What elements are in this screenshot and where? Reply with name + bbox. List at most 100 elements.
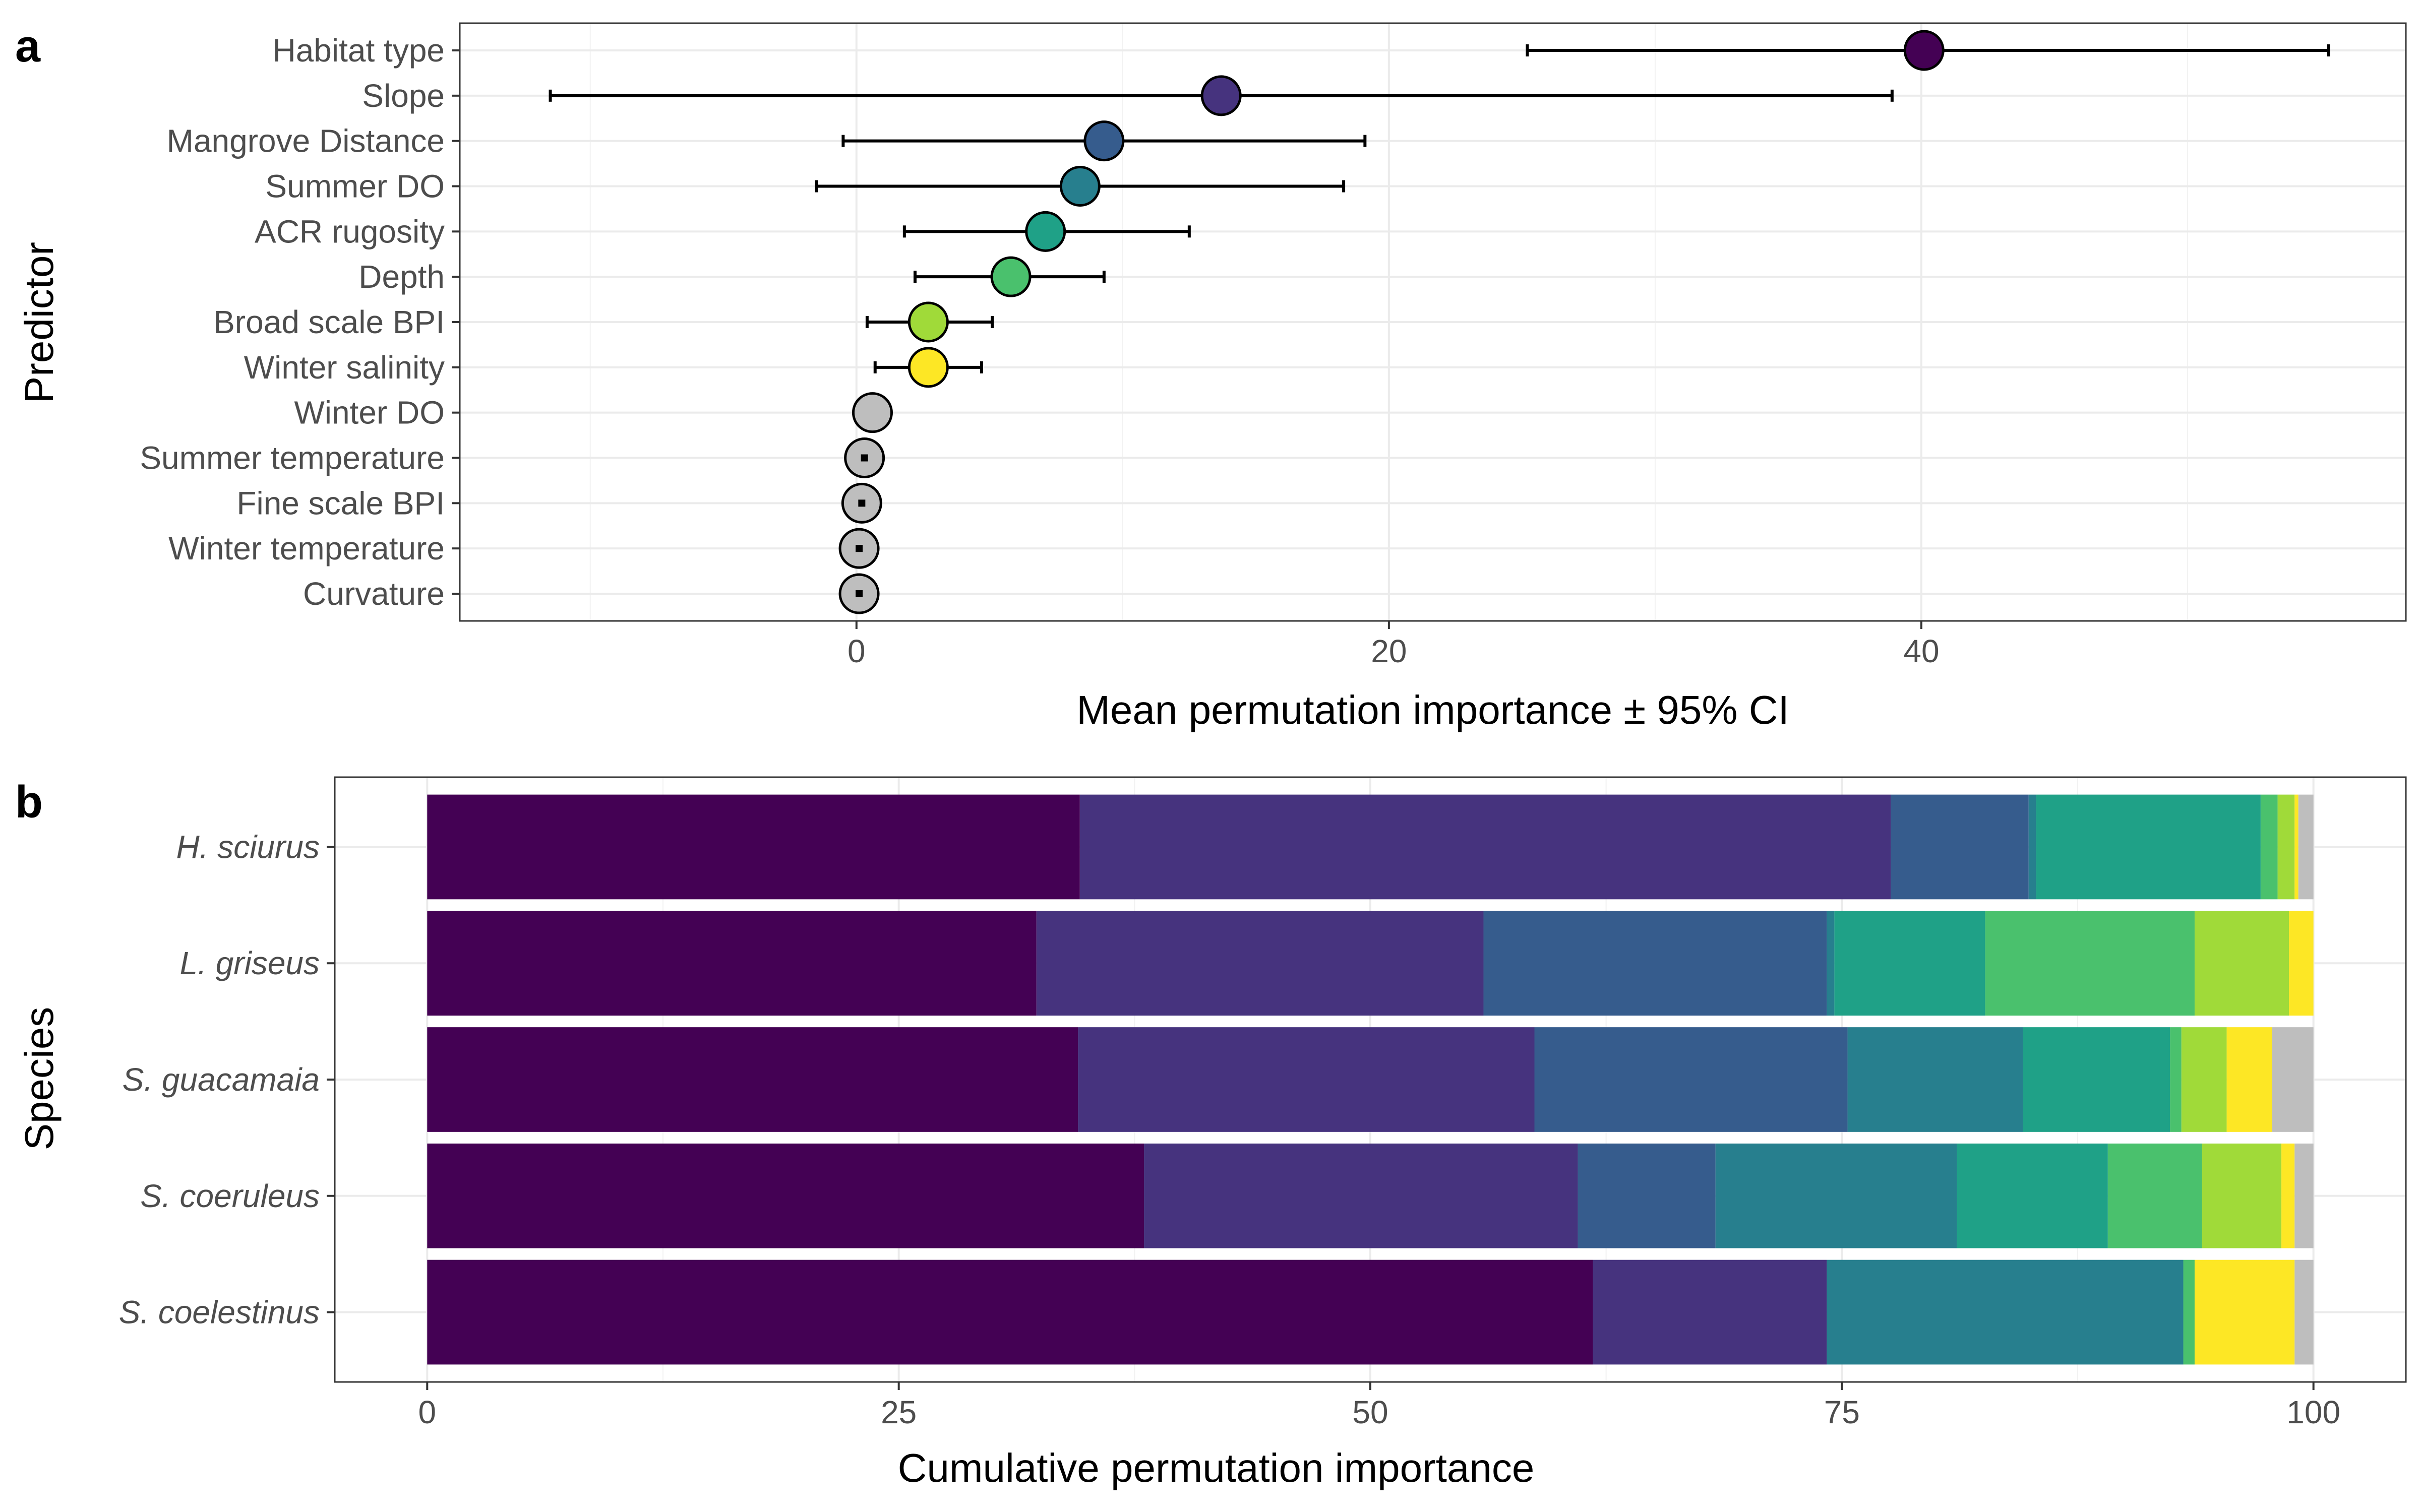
ci-inner-mark: [861, 454, 868, 462]
bar-segment-9: [2294, 1143, 2314, 1248]
bar-segment-9: [2298, 794, 2314, 900]
point-marker: [1200, 75, 1242, 116]
point-habitat-type: [1526, 30, 2330, 71]
bar-segment-7: [2277, 794, 2295, 900]
panel-b-x-axis-title: Cumulative permutation importance: [898, 1445, 1535, 1490]
point-marker: [908, 347, 949, 388]
point-mangrove-distance: [841, 120, 1367, 162]
point-slope: [549, 75, 1894, 116]
bar-segment-4: [2028, 794, 2036, 900]
bar-segment-4: [1715, 1143, 1957, 1248]
bar-segment-7: [2202, 1143, 2282, 1248]
bar-segment-3: [1578, 1143, 1716, 1248]
bar-segment-3: [1483, 911, 1827, 1016]
panel-b-x-tick-label: 100: [2286, 1394, 2340, 1430]
label-s-coelestinus: S. coelestinus: [119, 1294, 320, 1331]
panel-b-y-axis-title: Species: [17, 1007, 62, 1151]
panel-b-letter: b: [15, 777, 43, 828]
panel-a-y-axis-title: Predictor: [17, 242, 62, 403]
point-marker: [990, 256, 1032, 297]
bar-segment-9: [2294, 1259, 2314, 1365]
bar-segment-1: [427, 911, 1037, 1016]
bar-segment-5: [1957, 1143, 2108, 1248]
point-summer-do: [815, 166, 1346, 207]
label-h-sciurus: H. sciurus: [176, 829, 320, 865]
panel-b-x-tick-label: 25: [881, 1394, 917, 1430]
label-habitat-type: Habitat type: [272, 32, 445, 69]
label-winter-temperature: Winter temperature: [168, 530, 445, 566]
point-winter-salinity: [873, 347, 983, 388]
label-winter-salinity: Winter salinity: [244, 349, 445, 386]
bar-segment-7: [2181, 1027, 2227, 1132]
bar-segment-1: [427, 1027, 1078, 1132]
bar-segment-5: [2023, 1027, 2170, 1132]
bar-segment-4: [1827, 911, 1835, 1016]
panel-b-x-tick-label: 0: [418, 1394, 437, 1430]
bar-segment-8: [2294, 794, 2298, 900]
bar-segment-7: [2194, 911, 2289, 1016]
panel-a-x-ticks: 0 20 40: [848, 621, 1940, 669]
bar-segment-8: [2194, 1259, 2295, 1365]
point-marker: [1059, 166, 1101, 207]
point-marker: [1025, 211, 1066, 252]
panel-b: b H. sciurus L. griseus S. guacamaia S. coe…: [15, 776, 2407, 1490]
panel-a: a Habitat type Slope Mangrove Distance Summ…: [15, 21, 2407, 732]
bar-s-coelestinus: [427, 1259, 2314, 1365]
panel-b-x-ticks: 0 25 50 75 100: [418, 1382, 2340, 1430]
panel-a-marks: [549, 30, 2330, 614]
panel-b-x-tick-label: 75: [1824, 1394, 1860, 1430]
label-s-coeruleus: S. coeruleus: [140, 1178, 320, 1214]
label-broad-scale-bpi: Broad scale BPI: [213, 304, 445, 340]
point-winter-do: [852, 392, 893, 433]
panel-a-x-tick-label: 40: [1903, 633, 1939, 669]
point-fine-scale-bpi: [841, 482, 882, 524]
point-acr-rugosity: [902, 211, 1191, 252]
panel-a-x-tick-label: 0: [848, 633, 866, 669]
bar-segment-8: [2281, 1143, 2295, 1248]
ci-inner-mark: [856, 545, 863, 552]
point-marker: [852, 392, 893, 433]
point-marker: [1083, 120, 1125, 162]
bar-segment-4: [1827, 1259, 2184, 1365]
label-slope: Slope: [362, 78, 445, 114]
bar-segment-1: [427, 1259, 1593, 1365]
point-winter-temperature: [838, 528, 880, 569]
bar-segment-8: [2226, 1027, 2272, 1132]
label-fine-scale-bpi: Fine scale BPI: [236, 485, 445, 521]
bar-segment-2: [1144, 1143, 1578, 1248]
bar-segment-1: [427, 794, 1080, 900]
bar-segment-2: [1079, 794, 1891, 900]
label-summer-do: Summer DO: [265, 168, 445, 205]
panel-a-x-tick-label: 20: [1371, 633, 1407, 669]
label-depth: Depth: [358, 259, 445, 295]
bar-segment-2: [1593, 1259, 1827, 1365]
panel-b-category-labels: H. sciurus L. griseus S. guacamaia S. coeru…: [119, 829, 335, 1331]
panel-a-category-labels: Habitat type Slope Mangrove Distance Summer…: [140, 32, 460, 612]
bar-segment-2: [1036, 911, 1484, 1016]
bar-segment-5: [1834, 911, 1985, 1016]
bar-segment-6: [2107, 1143, 2202, 1248]
bar-s-guacamaia: [427, 1027, 2314, 1132]
point-broad-scale-bpi: [865, 301, 994, 343]
bar-h-sciurus: [427, 794, 2314, 900]
panel-b-marks: [427, 794, 2314, 1365]
label-mangrove-distance: Mangrove Distance: [167, 123, 445, 159]
bar-segment-6: [2260, 794, 2278, 900]
point-curvature: [838, 573, 880, 614]
bar-l-griseus: [427, 911, 2314, 1016]
panel-a-letter: a: [15, 21, 41, 72]
bar-s-coeruleus: [427, 1143, 2314, 1248]
bar-segment-6: [2183, 1259, 2195, 1365]
bar-segment-6: [1985, 911, 2195, 1016]
point-marker: [908, 301, 949, 343]
label-summer-temperature: Summer temperature: [140, 440, 445, 476]
bar-segment-2: [1078, 1027, 1535, 1132]
panel-a-x-axis-title: Mean permutation importance ± 95% CI: [1076, 687, 1789, 732]
label-acr-rugosity: ACR rugosity: [255, 213, 445, 249]
point-depth: [913, 256, 1106, 297]
panel-b-x-tick-label: 50: [1352, 1394, 1388, 1430]
label-winter-do: Winter DO: [294, 395, 445, 431]
ci-inner-mark: [856, 590, 863, 597]
bar-segment-5: [2036, 794, 2261, 900]
